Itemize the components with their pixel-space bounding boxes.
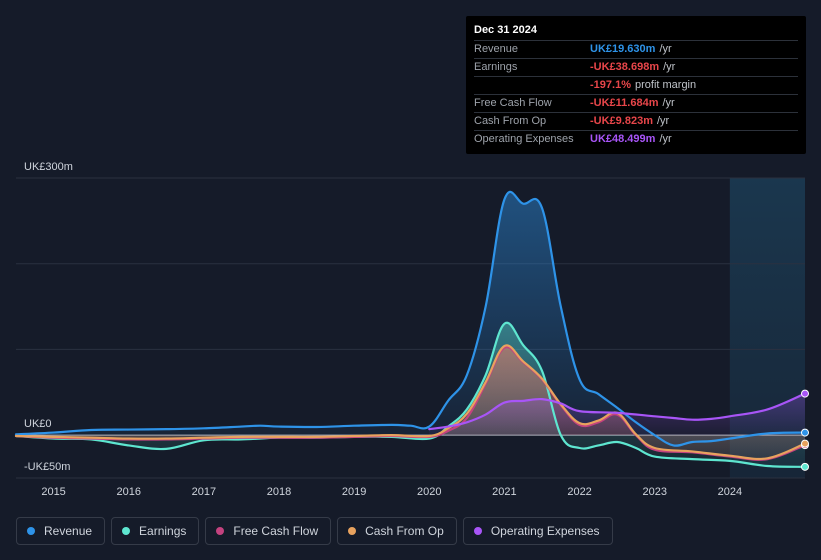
series-endpoints bbox=[801, 389, 809, 471]
tooltip-unit: /yr bbox=[662, 97, 675, 109]
legend-label: Cash From Op bbox=[365, 524, 444, 538]
x-tick-label: 2022 bbox=[567, 486, 591, 498]
tooltip-row-profit-margin: -197.1% profit margin bbox=[474, 77, 798, 95]
x-tick-label: 2017 bbox=[192, 486, 216, 498]
legend-item-operating-expenses[interactable]: Operating Expenses bbox=[462, 517, 613, 545]
tooltip-unit: /yr bbox=[656, 115, 670, 127]
area-revenue bbox=[16, 191, 805, 446]
tooltip-label: Operating Expenses bbox=[474, 133, 574, 145]
legend-dot-icon bbox=[348, 527, 357, 535]
grid bbox=[16, 177, 805, 479]
tooltip-label bbox=[474, 77, 590, 94]
series-lines bbox=[14, 190, 807, 468]
tooltip-value: -UK£11.684m bbox=[590, 97, 659, 109]
legend-label: Revenue bbox=[44, 524, 93, 538]
tooltip-value: -UK£38.698m bbox=[590, 61, 660, 73]
legend-item-earnings[interactable]: Earnings bbox=[111, 517, 200, 545]
x-tick-label: 2018 bbox=[267, 486, 291, 498]
x-tick-label: 2020 bbox=[417, 486, 441, 498]
tooltip-row-earnings: Earnings -UK£38.698m /yr bbox=[474, 59, 798, 77]
legend-dot-icon bbox=[216, 527, 225, 535]
tooltip: Dec 31 2024 Revenue UK£19.630m /yr Earni… bbox=[466, 16, 806, 154]
legend-dot-icon bbox=[27, 527, 35, 535]
legend-dot-icon bbox=[473, 527, 482, 535]
endpoint-operating-expenses bbox=[801, 389, 809, 398]
x-axis-ticks: 2015 2016 2017 2018 2019 2020 2021 2022 2023 2024 bbox=[41, 486, 742, 498]
tooltip-unit: /yr bbox=[659, 43, 672, 55]
line-cash-from-op bbox=[14, 344, 807, 461]
legend-dot-icon bbox=[122, 527, 131, 535]
endpoint-cash-from-op bbox=[801, 439, 809, 448]
tooltip-label: Revenue bbox=[474, 43, 519, 55]
tooltip-row-operating-expenses: Operating Expenses UK£48.499m /yr bbox=[474, 131, 798, 148]
legend-label: Free Cash Flow bbox=[233, 524, 319, 538]
tooltip-row-free-cash-flow: Free Cash Flow -UK£11.684m /yr bbox=[474, 95, 798, 113]
legend-item-cash-from-op[interactable]: Cash From Op bbox=[337, 517, 457, 545]
tooltip-unit: /yr bbox=[663, 61, 676, 73]
tooltip-label: Earnings bbox=[474, 61, 518, 73]
tooltip-label: Free Cash Flow bbox=[474, 97, 552, 109]
tooltip-value: -197.1% bbox=[590, 79, 631, 91]
endpoint-revenue bbox=[801, 428, 809, 437]
legend-item-revenue[interactable]: Revenue bbox=[16, 517, 106, 545]
tooltip-unit: profit margin bbox=[634, 79, 697, 91]
tooltip-label: Cash From Op bbox=[474, 115, 547, 127]
x-tick-label: 2019 bbox=[342, 486, 366, 498]
tooltip-value: UK£48.499m bbox=[590, 133, 656, 145]
y-axis-bottom-label: -UK£50m bbox=[24, 461, 70, 473]
tooltip-row-revenue: Revenue UK£19.630m /yr bbox=[474, 41, 798, 59]
tooltip-value: -UK£9.823m bbox=[590, 115, 653, 127]
legend-label: Earnings bbox=[139, 524, 187, 538]
line-earnings bbox=[14, 321, 807, 468]
line-revenue bbox=[14, 190, 807, 447]
y-axis-zero-label: UK£0 bbox=[24, 418, 52, 430]
line-operating-expenses bbox=[428, 392, 807, 431]
x-tick-label: 2016 bbox=[116, 486, 140, 498]
tooltip-row-cash-from-op: Cash From Op -UK£9.823m /yr bbox=[474, 113, 798, 131]
y-axis-top-label: UK£300m bbox=[24, 161, 73, 173]
endpoint-earnings bbox=[801, 462, 809, 471]
x-tick-label: 2021 bbox=[492, 486, 516, 498]
tooltip-value: UK£19.630m bbox=[590, 43, 656, 55]
x-tick-label: 2024 bbox=[718, 486, 742, 498]
tooltip-unit: /yr bbox=[659, 133, 672, 145]
legend-item-free-cash-flow[interactable]: Free Cash Flow bbox=[205, 517, 332, 545]
legend: Revenue Earnings Free Cash Flow Cash Fro… bbox=[16, 517, 613, 545]
x-tick-label: 2023 bbox=[642, 486, 666, 498]
legend-label: Operating Expenses bbox=[490, 524, 600, 538]
x-tick-label: 2015 bbox=[41, 486, 65, 498]
tooltip-date: Dec 31 2024 bbox=[474, 23, 798, 41]
